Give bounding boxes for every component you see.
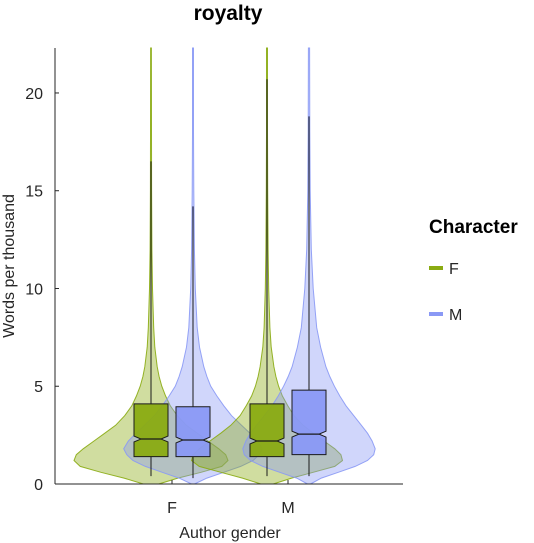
- y-axis-label: Words per thousand: [1, 194, 18, 338]
- x-axis-label: Author gender: [179, 525, 281, 542]
- x-tick-label: F: [167, 500, 177, 517]
- y-tick-label: 5: [34, 379, 43, 396]
- legend: Character F M: [429, 217, 518, 324]
- y-tick-label: 10: [25, 281, 43, 298]
- boxplots: [133, 79, 327, 479]
- legend-label-f: F: [449, 261, 459, 278]
- boxplot-m-author-m-character-box: [291, 389, 327, 456]
- y-tick-label: 15: [25, 184, 43, 201]
- legend-title: Character: [429, 217, 518, 238]
- legend-swatch-m: [429, 312, 443, 316]
- chart-title: royalty: [194, 2, 263, 25]
- violins: [73, 47, 376, 485]
- boxplot-f-author-m-character-box: [175, 406, 211, 458]
- y-ticks: 0 5 10 15 20: [25, 86, 59, 494]
- legend-swatch-f: [429, 266, 443, 270]
- y-tick-label: 20: [25, 86, 43, 103]
- boxplot-m-author-f-character-box: [249, 403, 285, 458]
- y-tick-label: 0: [34, 477, 43, 494]
- legend-label-m: M: [449, 307, 462, 324]
- x-tick-label: M: [281, 500, 294, 517]
- plot-area: [73, 47, 376, 485]
- boxplot-f-author-f-character-box: [133, 403, 169, 458]
